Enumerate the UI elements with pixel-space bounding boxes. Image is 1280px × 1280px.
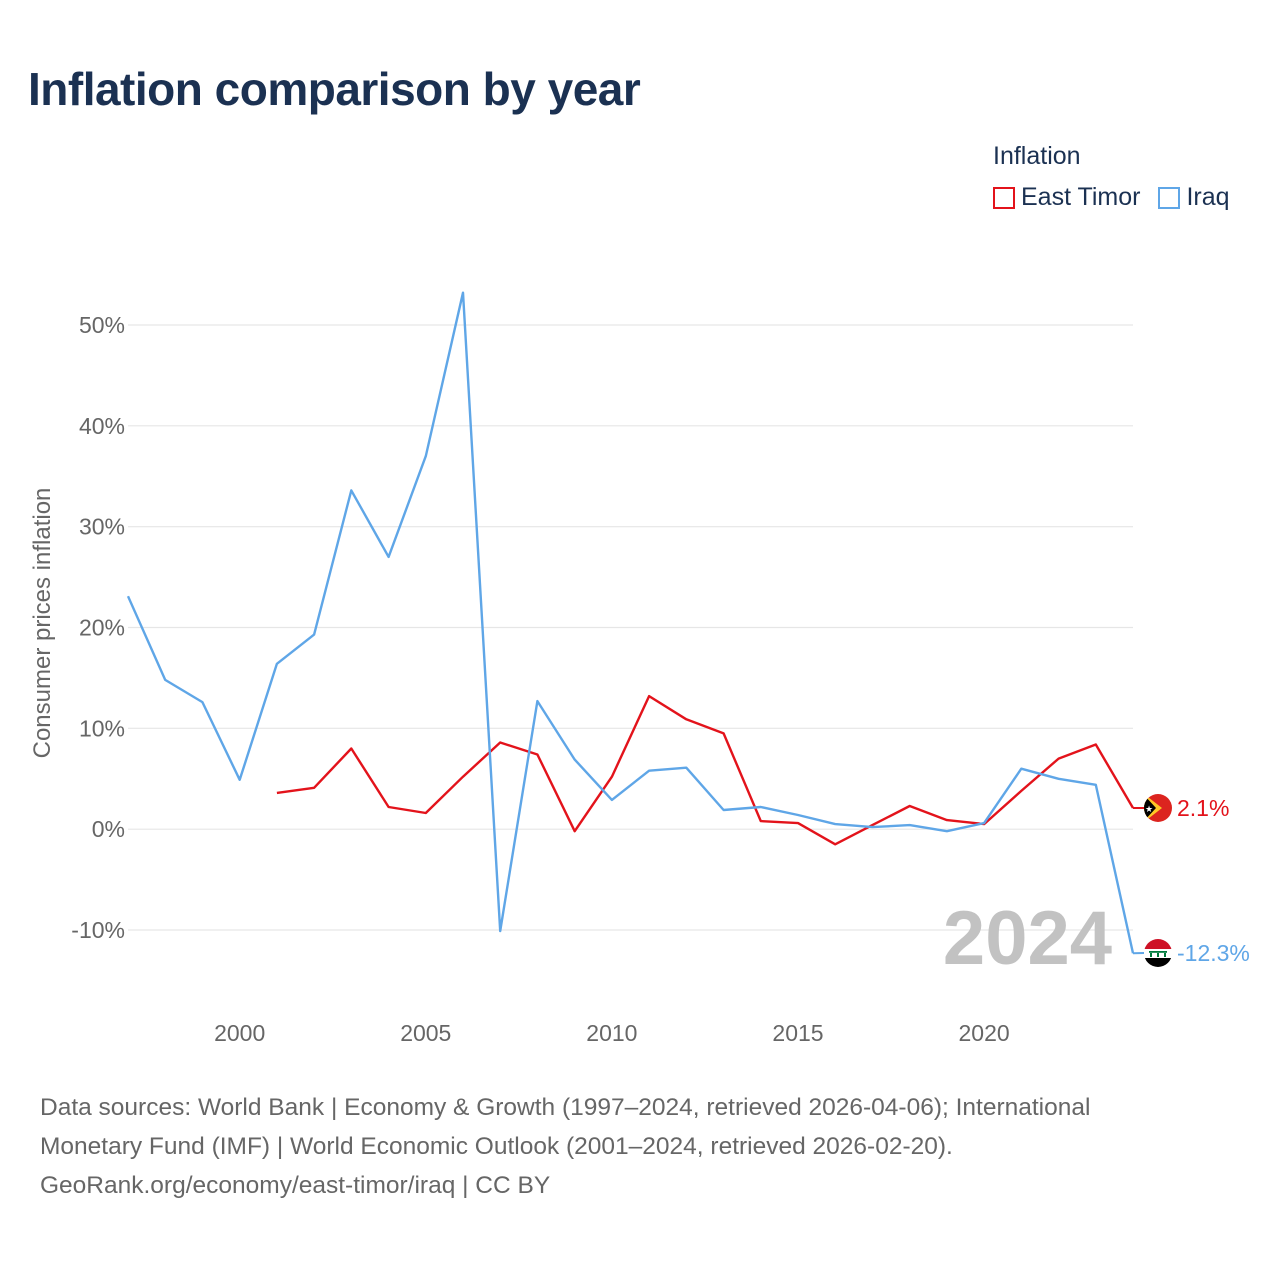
legend-swatch-iraq xyxy=(1158,186,1181,209)
y-tick-label: -10% xyxy=(71,917,125,943)
y-tick-label: 0% xyxy=(92,816,125,842)
series-line-east-timor xyxy=(276,694,1135,846)
legend-label-iraq: Iraq xyxy=(1186,183,1230,211)
x-axis-ticks: 2000 2005 2010 2015 2020 xyxy=(214,1020,1010,1046)
footer-line-2: Monetary Fund (IMF) | World Economic Out… xyxy=(40,1133,953,1160)
x-tick-label: 2005 xyxy=(400,1020,451,1046)
legend: Inflation East Timor Iraq xyxy=(993,142,1230,212)
x-tick-label: 2015 xyxy=(772,1020,823,1046)
east-timor-flag-icon: ★ xyxy=(1144,794,1172,822)
x-tick-label: 2000 xyxy=(214,1020,265,1046)
series-lines xyxy=(126,291,1145,955)
legend-item-east-timor[interactable]: East Timor xyxy=(993,183,1140,212)
y-tick-label: 30% xyxy=(79,514,125,540)
footer-line-1: Data sources: World Bank | Economy & Gro… xyxy=(40,1094,1091,1121)
chart-title: Inflation comparison by year xyxy=(28,63,641,115)
x-tick-label: 2020 xyxy=(959,1020,1010,1046)
source-footer: Data sources: World Bank | Economy & Gro… xyxy=(40,1088,1240,1205)
end-labels: 2.1% -12.3% xyxy=(1177,795,1250,966)
end-label-iraq: -12.3% xyxy=(1177,940,1250,966)
y-tick-label: 10% xyxy=(79,715,125,741)
legend-swatch-east-timor xyxy=(993,186,1015,209)
year-watermark: 2024 xyxy=(943,896,1112,981)
footer-line-3[interactable]: GeoRank.org/economy/east-timor/iraq | CC… xyxy=(40,1172,551,1199)
legend-title: Inflation xyxy=(993,142,1081,170)
legend-item-iraq[interactable]: Iraq xyxy=(1158,183,1230,212)
y-tick-label: 50% xyxy=(79,312,125,338)
y-tick-label: 40% xyxy=(79,413,125,439)
series-line-iraq xyxy=(126,291,1135,954)
end-label-east-timor: 2.1% xyxy=(1177,795,1229,821)
grid-lines xyxy=(128,324,1133,931)
y-tick-label: 20% xyxy=(79,615,125,641)
x-tick-label: 2010 xyxy=(586,1020,637,1046)
svg-text:★: ★ xyxy=(1145,804,1153,814)
y-axis-ticks: -10% 0% 10% 20% 30% 40% 50% xyxy=(71,312,125,943)
legend-label-east-timor: East Timor xyxy=(1021,183,1141,211)
iraq-flag-icon xyxy=(1144,939,1172,967)
y-axis-label: Consumer prices inflation xyxy=(29,488,56,759)
